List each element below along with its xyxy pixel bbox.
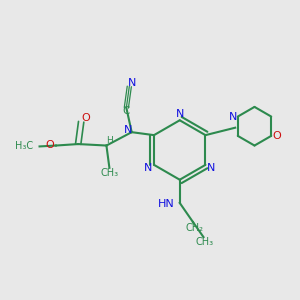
Text: N: N [124,125,132,135]
Text: CH₂: CH₂ [186,223,204,232]
Text: H: H [106,136,113,145]
Text: O: O [46,140,54,150]
Text: O: O [272,131,281,141]
Text: N: N [207,164,216,173]
Text: O: O [81,113,90,123]
Text: H₃C: H₃C [16,141,34,152]
Text: C: C [123,106,130,116]
Text: N: N [144,164,152,173]
Text: N: N [128,78,136,88]
Text: N: N [176,109,184,119]
Text: N: N [229,112,237,122]
Text: HN: HN [158,200,174,209]
Text: CH₃: CH₃ [100,168,118,178]
Text: CH₃: CH₃ [196,236,214,247]
